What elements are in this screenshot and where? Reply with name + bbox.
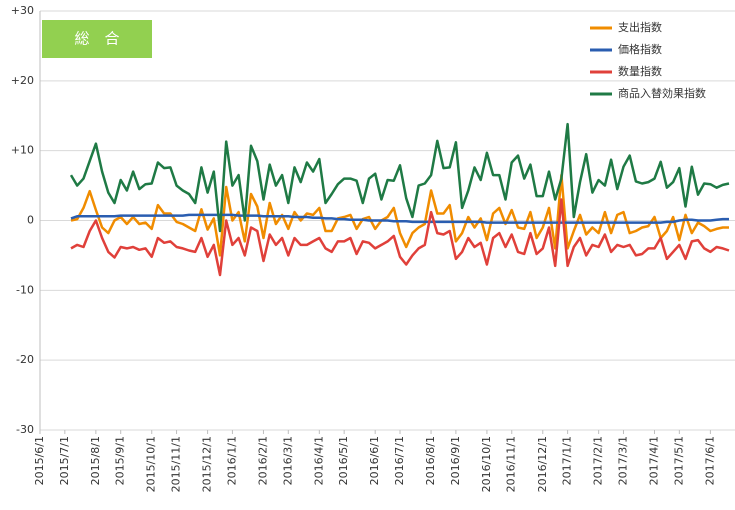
series-line (70, 198, 730, 277)
x-tick-label: 2016/6/1 (368, 436, 381, 485)
x-tick-label: 2017/6/1 (703, 436, 716, 485)
x-tick-label: 2016/9/1 (449, 436, 462, 485)
x-tick-label: 2015/12/1 (201, 436, 214, 492)
x-tick-label: 2016/5/1 (337, 436, 350, 485)
x-tick-label: 2017/2/1 (592, 436, 605, 485)
x-tick-label: 2016/11/1 (505, 436, 518, 492)
x-tick-label: 2016/1/1 (225, 436, 238, 485)
x-tick-label: 2015/10/1 (145, 436, 158, 492)
x-tick-label: 2016/8/1 (424, 436, 437, 485)
y-tick-label: -30 (16, 423, 34, 436)
y-tick-label: -10 (16, 283, 34, 296)
series-line (70, 213, 729, 224)
x-tick-label: 2016/2/1 (256, 436, 269, 485)
legend-label: 商品入替効果指数 (618, 86, 706, 100)
x-tick-label: 2015/9/1 (114, 436, 127, 485)
x-tick-label: 2016/10/1 (480, 436, 493, 492)
x-tick-label: 2015/8/1 (89, 436, 102, 485)
badge (42, 20, 152, 58)
legend-label: 数量指数 (618, 64, 662, 78)
x-tick-label: 2016/4/1 (312, 436, 325, 485)
series-line (70, 173, 729, 257)
y-tick-label: -20 (16, 353, 34, 366)
x-tick-label: 2015/6/1 (33, 436, 46, 485)
annotation: 総 合 (74, 30, 119, 48)
x-tick-label: 2017/1/1 (561, 436, 574, 485)
x-tick-label: 2016/3/1 (281, 436, 294, 485)
x-tick-label: 2017/3/1 (616, 436, 629, 485)
x-tick-label: 2016/7/1 (393, 436, 406, 485)
x-tick-label: 2015/11/1 (170, 436, 183, 492)
x-tick-label: 2016/12/1 (536, 436, 549, 492)
legend-label: 支出指数 (618, 20, 662, 34)
x-tick-label: 2015/7/1 (58, 436, 71, 485)
legend-label: 価格指数 (618, 42, 662, 56)
y-tick-label: 0 (27, 214, 34, 227)
y-tick-label: +10 (11, 144, 34, 157)
series-line (69, 122, 730, 233)
x-tick-label: 2017/4/1 (648, 436, 661, 485)
y-tick-label: +20 (11, 74, 34, 87)
y-tick-label: +30 (11, 4, 34, 17)
x-tick-label: 2017/5/1 (672, 436, 685, 485)
